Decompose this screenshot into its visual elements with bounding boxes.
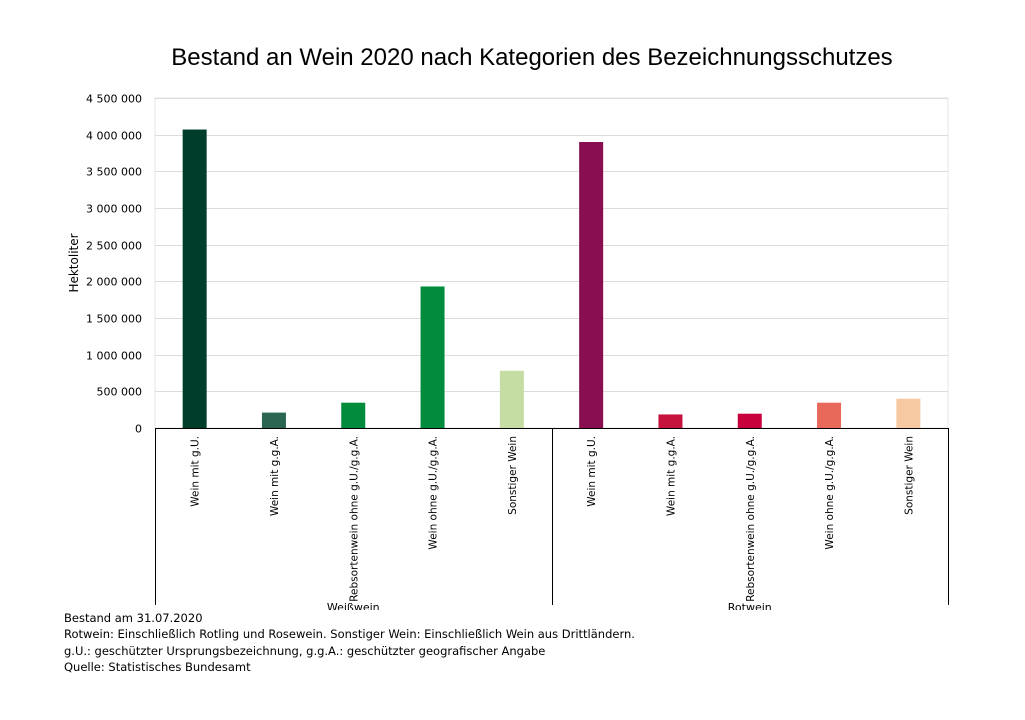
y-tick-label: 1 500 000 (86, 313, 142, 326)
note-definitions: Rotwein: Einschließlich Rotling und Rose… (64, 627, 635, 642)
note-date: Bestand am 31.07.2020 (64, 611, 203, 625)
bar-chart: 0 500 000 1 000 000 1 500 000 2 000 000 2 500… (67, 93, 949, 610)
bar (737, 413, 762, 428)
y-tick-label: 3 500 000 (86, 166, 142, 179)
x-tick-label: Wein mit g.g.A. (665, 436, 677, 516)
y-tick-label: 4 500 000 (86, 93, 142, 106)
x-tick-label: Sonstiger Wein (507, 436, 519, 515)
bar (896, 398, 921, 428)
note-abbreviations: g.U.: geschützter Ursprungsbezeichnung, … (64, 643, 546, 658)
y-tick-label: 3 000 000 (86, 203, 142, 216)
note-source: Quelle: Statistisches Bundesamt (64, 659, 251, 674)
x-tick-label: Sonstiger Wein (903, 436, 915, 515)
x-tick-label: Wein mit g.U. (586, 436, 598, 507)
x-tick-label: Wein ohne g.U./g.g.A. (824, 436, 836, 550)
x-tick-label: Wein ohne g.U./g.g.A. (428, 436, 440, 550)
bar (182, 129, 207, 429)
y-tick-label: 1 000 000 (86, 350, 142, 363)
plot-area (154, 97, 949, 429)
x-tick-label: Rebsortenwein ohne g.U./g.g.A. (745, 436, 757, 602)
group-label: Rotwein (728, 601, 772, 610)
x-tick-label: Wein mit g.U. (190, 436, 202, 507)
x-tick-label: Wein mit g.g.A. (269, 436, 281, 516)
chart-notes: Bestand am 31.07.2020 Rotwein: Einschlie… (64, 610, 635, 675)
bar (261, 412, 286, 428)
x-tick-label: Rebsortenwein ohne g.U./g.g.A. (348, 436, 360, 602)
y-tick-label: 2 000 000 (86, 276, 142, 289)
y-tick-label: 2 500 000 (86, 240, 142, 253)
y-tick-label: 4 000 000 (86, 130, 142, 143)
bar (579, 142, 604, 428)
bar (658, 414, 683, 428)
chart-title: Bestand an Wein 2020 nach Kategorien des… (171, 44, 893, 71)
y-tick-label: 0 (135, 423, 142, 436)
bar (817, 402, 842, 428)
group-label: Weißwein (327, 601, 380, 610)
bar (341, 402, 366, 428)
bar (420, 286, 445, 428)
y-tick-label: 500 000 (97, 386, 143, 399)
bar (499, 370, 524, 428)
y-axis-label: Hektoliter (67, 233, 81, 292)
